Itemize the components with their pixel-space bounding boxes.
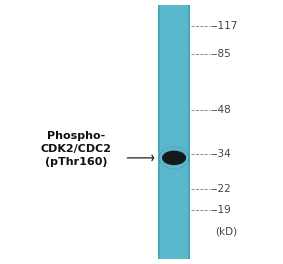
Ellipse shape bbox=[162, 150, 186, 165]
Text: Phospho-
CDK2/CDC2
(pThr160): Phospho- CDK2/CDC2 (pThr160) bbox=[41, 131, 112, 167]
Text: --117: --117 bbox=[211, 21, 238, 31]
Text: --34: --34 bbox=[211, 149, 231, 159]
Text: (kD): (kD) bbox=[215, 226, 237, 236]
Text: --19: --19 bbox=[211, 205, 231, 215]
Bar bbox=[158, 5, 160, 259]
Text: --85: --85 bbox=[211, 49, 231, 59]
Text: --22: --22 bbox=[211, 184, 231, 194]
Text: --48: --48 bbox=[211, 105, 231, 115]
Bar bbox=[188, 5, 190, 259]
Bar bbox=[158, 5, 190, 259]
